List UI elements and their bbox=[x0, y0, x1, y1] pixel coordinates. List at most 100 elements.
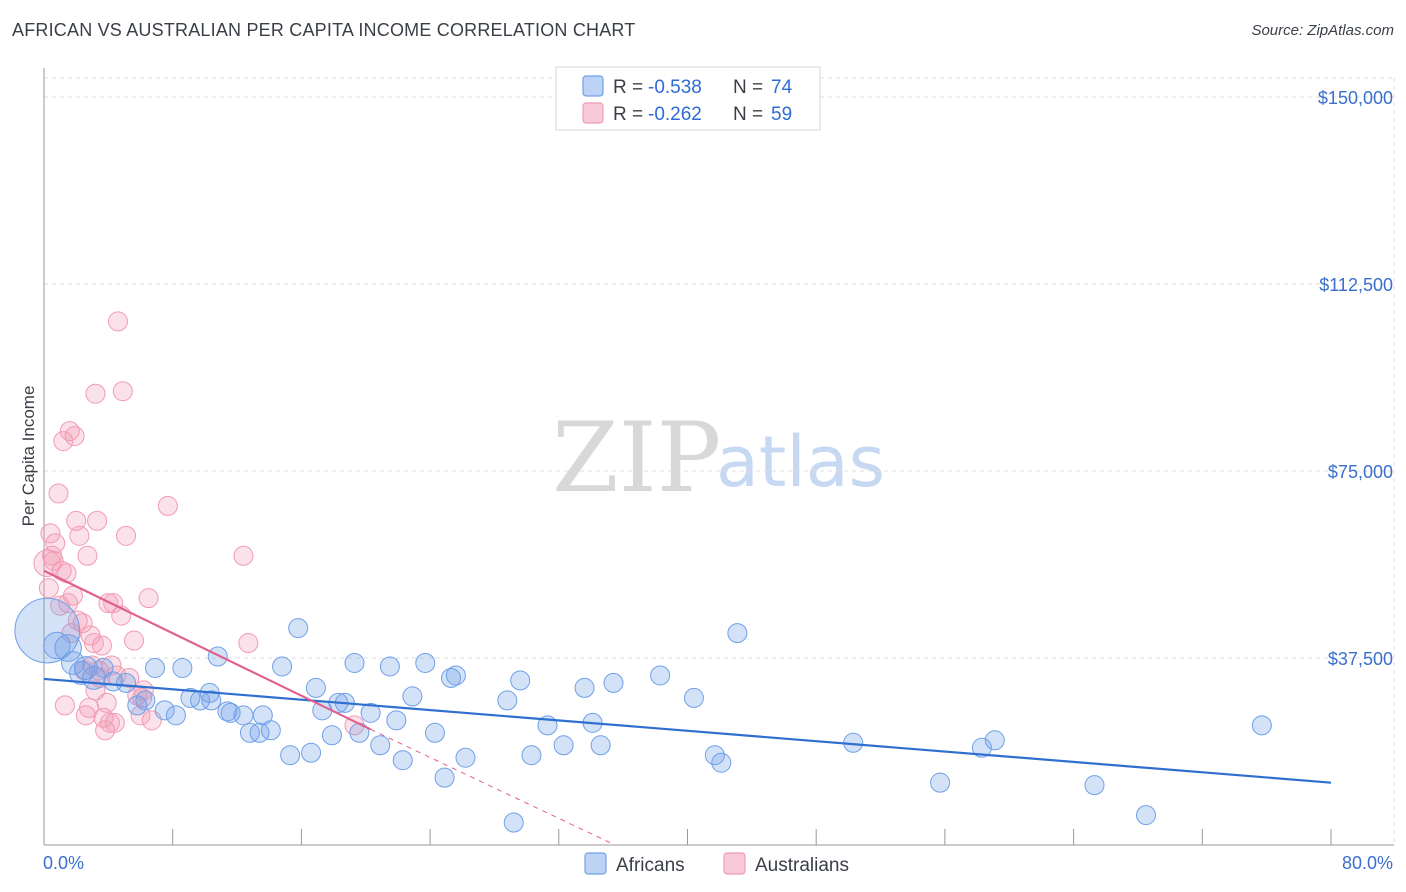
stats-legend: R = -0.538 N = 74 R = -0.262 N = 59 bbox=[555, 66, 821, 131]
african-point-53 bbox=[510, 670, 531, 691]
african-point-69 bbox=[984, 730, 1005, 751]
african-point-61 bbox=[650, 665, 671, 686]
african-point-2 bbox=[54, 634, 82, 662]
australian-point-14 bbox=[62, 585, 83, 606]
australian-point-40 bbox=[108, 311, 129, 332]
african-point-37 bbox=[344, 652, 365, 673]
africans-swatch bbox=[582, 75, 604, 97]
african-point-72 bbox=[1251, 715, 1272, 736]
african-point-3 bbox=[61, 651, 85, 675]
african-point-71 bbox=[1135, 805, 1156, 826]
african-point-70 bbox=[1084, 775, 1105, 796]
australians-trend-line bbox=[43, 569, 372, 731]
y-tick-label-0: $37,500 bbox=[1328, 649, 1393, 669]
africans-points bbox=[14, 597, 1272, 833]
african-point-39 bbox=[360, 702, 381, 723]
australian-point-18 bbox=[69, 525, 90, 546]
african-point-23 bbox=[233, 705, 254, 726]
african-point-1 bbox=[43, 631, 71, 660]
legend-africans-label: Africans bbox=[616, 855, 685, 876]
african-point-15 bbox=[172, 657, 193, 678]
african-point-29 bbox=[280, 745, 301, 766]
y-axis-title: Per Capita Income bbox=[19, 386, 38, 527]
african-point-52 bbox=[503, 812, 524, 833]
african-point-62 bbox=[683, 687, 704, 708]
legend-africans-swatch bbox=[584, 852, 607, 875]
legend-australians-label: Australians bbox=[755, 855, 849, 876]
legend-r-label-australians: R = bbox=[613, 104, 643, 125]
australian-point-55 bbox=[85, 383, 106, 404]
australian-point-31 bbox=[91, 635, 112, 656]
legend-r-value-australians: -0.262 bbox=[648, 104, 702, 125]
australian-point-53 bbox=[238, 633, 259, 654]
african-point-13 bbox=[154, 700, 175, 721]
african-point-42 bbox=[386, 710, 407, 731]
australian-point-43 bbox=[116, 525, 137, 546]
african-point-31 bbox=[301, 742, 322, 763]
watermark-zip: ZIP bbox=[552, 402, 721, 514]
australian-point-19 bbox=[72, 613, 93, 634]
african-point-51 bbox=[497, 690, 518, 711]
african-point-60 bbox=[603, 672, 624, 693]
african-point-12 bbox=[145, 657, 166, 678]
australian-point-22 bbox=[77, 545, 98, 566]
x-tick-max: 80.0% bbox=[1342, 853, 1393, 873]
african-point-64 bbox=[711, 752, 732, 773]
african-point-9 bbox=[116, 672, 137, 693]
australian-point-1 bbox=[38, 578, 59, 599]
african-point-57 bbox=[574, 677, 595, 698]
source-label: Source: ZipAtlas.com bbox=[1251, 22, 1394, 39]
australian-point-49 bbox=[138, 588, 159, 609]
african-point-19 bbox=[201, 690, 222, 711]
african-point-4 bbox=[69, 661, 93, 685]
african-point-20 bbox=[207, 646, 228, 667]
african-point-21 bbox=[217, 701, 238, 722]
african-point-54 bbox=[521, 745, 542, 766]
legend-r-label-africans: R = bbox=[613, 77, 643, 98]
african-point-68 bbox=[971, 737, 992, 758]
african-point-56 bbox=[553, 735, 574, 756]
african-point-32 bbox=[305, 677, 326, 698]
australian-point-45 bbox=[124, 630, 145, 651]
african-point-22 bbox=[220, 702, 241, 723]
africans-trend-line bbox=[43, 677, 1332, 784]
african-point-47 bbox=[434, 767, 455, 788]
african-point-50 bbox=[455, 747, 476, 768]
african-point-46 bbox=[424, 722, 445, 743]
legend-n-label-africans: N = bbox=[733, 77, 763, 98]
legend-australians-swatch bbox=[723, 852, 746, 875]
african-point-44 bbox=[402, 686, 423, 707]
african-point-49 bbox=[445, 665, 466, 686]
australians-points bbox=[33, 311, 365, 741]
australian-point-58 bbox=[54, 695, 75, 716]
african-point-11 bbox=[135, 690, 156, 711]
australian-point-36 bbox=[99, 712, 120, 733]
australian-point-39 bbox=[104, 712, 125, 733]
african-point-8 bbox=[103, 671, 124, 692]
trend-lines bbox=[43, 569, 1332, 846]
chart-title: AFRICAN VS AUSTRALIAN PER CAPITA INCOME … bbox=[12, 20, 636, 40]
african-point-65 bbox=[727, 623, 748, 644]
australian-point-26 bbox=[83, 633, 104, 654]
australian-point-27 bbox=[85, 680, 106, 701]
series-legend: Africans Australians bbox=[584, 852, 849, 876]
australian-point-16 bbox=[66, 510, 87, 531]
australian-point-28 bbox=[87, 510, 108, 531]
australians-trend-extension bbox=[370, 728, 616, 846]
african-point-34 bbox=[321, 725, 342, 746]
african-point-30 bbox=[288, 618, 309, 639]
african-point-28 bbox=[272, 656, 293, 677]
y-tick-label-2: $112,500 bbox=[1319, 275, 1393, 295]
african-point-45 bbox=[415, 652, 436, 673]
watermark-atlas: atlas bbox=[716, 421, 885, 503]
african-point-67 bbox=[930, 772, 951, 793]
australian-point-37 bbox=[101, 655, 122, 676]
australian-point-2 bbox=[40, 523, 61, 544]
african-point-5 bbox=[73, 656, 98, 680]
african-point-14 bbox=[165, 705, 186, 726]
legend-n-value-africans: 74 bbox=[771, 77, 793, 98]
axes bbox=[43, 68, 1394, 846]
legend-r-value-africans: -0.538 bbox=[648, 77, 702, 98]
y-tick-label-1: $75,000 bbox=[1328, 462, 1393, 482]
